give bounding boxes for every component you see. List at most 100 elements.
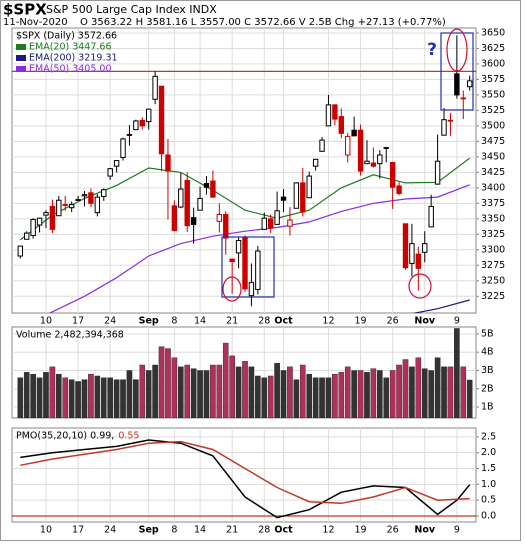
- candle-body: [107, 168, 113, 177]
- instrument-name: S&P 500 Large Cap Index INDX: [46, 3, 217, 16]
- x-tick-label: 12: [322, 316, 334, 327]
- candle-body: [178, 188, 184, 208]
- highlight-box: [221, 236, 275, 298]
- volume-bar: [383, 377, 390, 418]
- volume-bar: [43, 372, 49, 418]
- x-tick-label: 28: [258, 525, 270, 536]
- y-tick-label: 3450: [481, 151, 505, 162]
- volume-bar: [261, 377, 268, 418]
- y-tick-label: 1.0: [481, 479, 496, 490]
- candle-body: [402, 223, 409, 269]
- candle-body: [24, 232, 30, 240]
- volume-bar: [30, 373, 36, 418]
- y-tick-label: 3325: [481, 229, 505, 240]
- x-tick-label: 24: [104, 525, 116, 536]
- x-tick-label: Oct: [274, 525, 293, 536]
- annotation: ?: [427, 40, 437, 60]
- x-tick-label: 24: [104, 316, 116, 327]
- y-tick-label: 1.5: [481, 463, 496, 474]
- volume-bar: [23, 372, 30, 418]
- candle-body: [68, 204, 75, 209]
- volume-bar: [370, 368, 377, 418]
- legend-label: EMA(200) 3219.31: [29, 53, 118, 64]
- candle-body: [216, 213, 223, 222]
- y-tick-label: 3425: [481, 167, 505, 178]
- volume-bar: [242, 361, 248, 418]
- candle-body: [30, 218, 36, 237]
- y-tick-label: 2.5: [481, 431, 496, 442]
- x-tick-label: Oct: [274, 316, 293, 327]
- y-tick-label: 3400: [481, 182, 505, 193]
- x-tick-label: 19: [355, 525, 367, 536]
- volume-bar: [126, 370, 133, 418]
- volume-bar: [338, 372, 345, 418]
- volume-bar: [165, 348, 171, 418]
- candle-body: [415, 253, 422, 269]
- volume-bar: [177, 366, 184, 418]
- candle-body: [467, 80, 473, 88]
- volume-bar: [81, 379, 88, 418]
- volume-bar: [133, 379, 139, 418]
- candle-body: [377, 154, 383, 165]
- volume-bar: [68, 379, 75, 418]
- y-tick-label: 0.0: [481, 510, 496, 521]
- candle-body: [126, 134, 133, 136]
- indicator-line: [20, 439, 471, 519]
- legend-label: Volume 2,482,394,368: [16, 330, 124, 341]
- candle-body: [434, 160, 441, 185]
- indicator-line: [412, 299, 470, 313]
- volume-bar: [190, 368, 197, 418]
- volume-bar: [319, 377, 325, 418]
- volume-bar: [210, 364, 216, 418]
- candle-body: [152, 75, 158, 100]
- candle-body: [319, 139, 325, 152]
- indicator-line: [48, 184, 470, 313]
- x-tick-label: 21: [226, 316, 238, 327]
- volume-bar: [184, 364, 191, 418]
- candle-body: [229, 258, 235, 263]
- volume-bar: [306, 373, 313, 418]
- legend-label: PMO(35,20,10) 0.99,: [16, 431, 114, 442]
- volume-bar: [171, 357, 178, 418]
- date: 11-Nov-2020: [3, 17, 68, 28]
- candle-body: [242, 236, 248, 290]
- indicator-line: [20, 440, 470, 505]
- candle-body: [88, 192, 94, 204]
- volume-bar: [460, 366, 467, 418]
- x-tick-label: 21: [226, 525, 238, 536]
- candle-body: [75, 199, 81, 201]
- volume-bar: [434, 357, 441, 418]
- candle-body: [261, 217, 267, 230]
- volume-bar: [17, 377, 24, 418]
- legend-label: EMA(50) 3405.00: [29, 64, 112, 75]
- candle-body: [383, 147, 389, 149]
- candle-body: [158, 85, 165, 155]
- volume-bar: [62, 377, 69, 418]
- volume-bar: [274, 362, 280, 418]
- y-tick-label: 3300: [481, 244, 505, 255]
- volume-bar: [100, 377, 107, 418]
- volume-bar: [344, 366, 351, 418]
- volume-bar: [235, 366, 242, 418]
- volume-bar: [325, 377, 332, 418]
- legend-swatch: [16, 44, 26, 50]
- x-tick-label: 17: [72, 525, 84, 536]
- x-tick-label: 8: [171, 525, 177, 536]
- volume-bar: [197, 370, 203, 418]
- panel: [11, 427, 477, 523]
- x-tick-label: 14: [194, 525, 206, 536]
- y-tick-label: 0.5: [481, 495, 496, 506]
- volume-bar: [280, 370, 287, 418]
- candle-body: [287, 219, 293, 227]
- volume-bar: [49, 366, 56, 418]
- volume-bar: [415, 357, 422, 418]
- y-tick-label: 3275: [481, 260, 505, 271]
- candle-body: [300, 182, 306, 213]
- candle-body: [171, 205, 178, 232]
- volume-bar: [56, 373, 62, 418]
- y-tick-label: 3475: [481, 136, 505, 147]
- y-tick-label: 3550: [481, 89, 505, 100]
- candle-body: [56, 199, 62, 217]
- volume-bar: [203, 370, 210, 418]
- plot-area: [12, 35, 476, 313]
